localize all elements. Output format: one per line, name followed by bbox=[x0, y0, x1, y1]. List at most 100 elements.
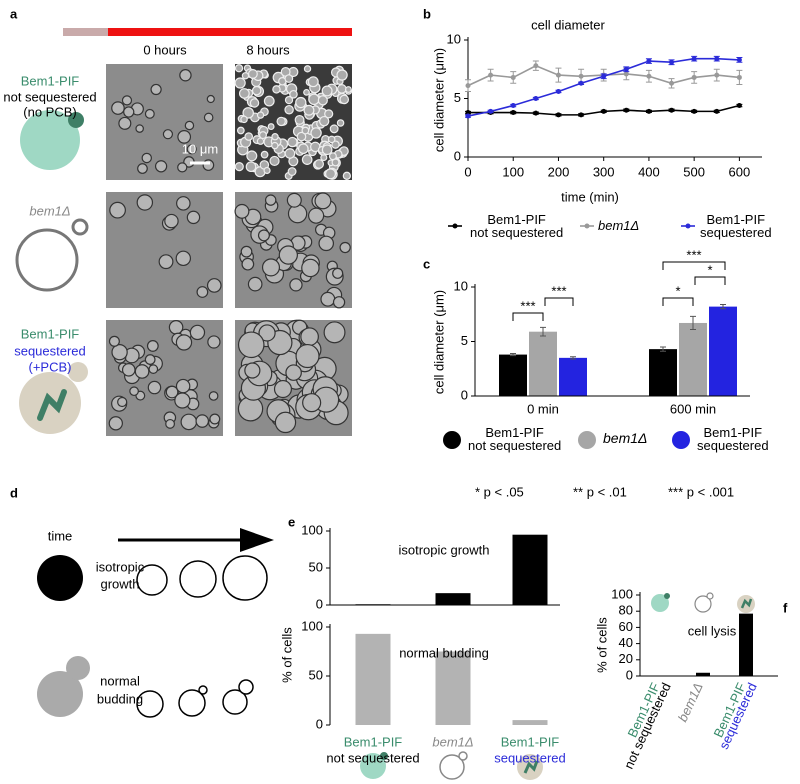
cell-icon bbox=[136, 690, 164, 718]
point bbox=[578, 73, 584, 79]
micrograph-cell bbox=[147, 380, 162, 395]
micrograph-cell bbox=[276, 116, 286, 127]
micrograph-cell bbox=[321, 85, 333, 97]
bar bbox=[512, 534, 548, 605]
micrograph-cell bbox=[256, 111, 265, 119]
legend-label: Bem1-PIF not sequestered bbox=[470, 212, 564, 240]
point bbox=[623, 66, 629, 72]
cell-icon bbox=[68, 362, 88, 382]
point bbox=[465, 113, 471, 119]
point bbox=[465, 83, 471, 89]
bar bbox=[529, 331, 557, 396]
micrograph-cell bbox=[324, 109, 334, 119]
y-tick-label: 100 bbox=[301, 522, 323, 537]
micrograph-cell bbox=[289, 278, 303, 292]
micrograph-cell bbox=[175, 378, 191, 394]
point bbox=[510, 103, 516, 109]
cell-icon bbox=[198, 685, 208, 695]
micrograph-cell bbox=[129, 386, 139, 397]
bar bbox=[679, 322, 707, 396]
time-arrow-head bbox=[240, 528, 274, 552]
y-axis-label: cell diameter (μm) bbox=[431, 48, 446, 152]
micrograph-cell bbox=[136, 194, 154, 211]
point bbox=[533, 63, 539, 69]
cell-icon bbox=[651, 594, 669, 612]
micrograph-cell bbox=[342, 171, 352, 180]
timepoint-label: 8 hours bbox=[246, 42, 290, 57]
point bbox=[510, 110, 516, 116]
micrograph-cell bbox=[303, 88, 310, 96]
micrograph-cell bbox=[295, 343, 320, 369]
significance-bracket bbox=[662, 261, 726, 270]
micrograph-cell bbox=[271, 141, 279, 150]
footnote: *** p < .001 bbox=[668, 484, 734, 499]
row-label: (no PCB) bbox=[23, 104, 76, 119]
micrograph-cell bbox=[274, 411, 297, 434]
y-tick-label: 100 bbox=[301, 618, 323, 633]
x-tick-label: not sequestered bbox=[326, 750, 419, 765]
significance-bracket bbox=[694, 276, 726, 285]
micrograph-cell bbox=[284, 74, 294, 83]
micrograph-cell bbox=[189, 324, 206, 341]
panel-label: c bbox=[423, 256, 430, 271]
legend-marker bbox=[584, 223, 590, 229]
point bbox=[646, 58, 652, 64]
cell-icon bbox=[136, 564, 168, 596]
micrograph-cell bbox=[260, 150, 269, 159]
legend-marker bbox=[443, 431, 461, 449]
point bbox=[691, 56, 697, 62]
micrograph-cell bbox=[177, 130, 192, 144]
micrograph-cell bbox=[324, 168, 337, 180]
micrograph-cell bbox=[332, 296, 346, 309]
micrograph-cell bbox=[295, 96, 307, 109]
micrograph-cell bbox=[209, 413, 221, 425]
micrograph-cell bbox=[317, 95, 328, 106]
micrograph-cell bbox=[244, 362, 261, 379]
micrograph-cell bbox=[234, 64, 244, 73]
micrograph-cell bbox=[135, 124, 144, 133]
micrograph-cell bbox=[273, 379, 293, 399]
point bbox=[555, 72, 561, 78]
legend-marker bbox=[685, 223, 691, 229]
cell-icon bbox=[740, 598, 753, 609]
point bbox=[555, 88, 561, 94]
point bbox=[669, 80, 675, 86]
micrograph-cell bbox=[318, 235, 334, 252]
point bbox=[691, 108, 697, 114]
diagram-label: time bbox=[48, 528, 73, 543]
micrograph-cell bbox=[165, 385, 179, 399]
cell-icon bbox=[238, 679, 254, 695]
diagram-label: budding bbox=[97, 691, 143, 706]
point bbox=[623, 107, 629, 113]
micrograph-cell bbox=[261, 258, 281, 277]
point bbox=[578, 112, 584, 118]
micrograph-cell bbox=[162, 129, 174, 140]
micrograph-cell bbox=[158, 254, 174, 270]
micrograph-cell bbox=[284, 95, 294, 105]
micrograph-cell bbox=[301, 258, 320, 278]
cell-icon bbox=[71, 218, 89, 236]
micrograph-cell bbox=[308, 93, 320, 106]
micrograph-cell bbox=[287, 167, 297, 176]
micrograph-cell bbox=[242, 107, 254, 119]
micrograph-cell bbox=[196, 286, 209, 298]
micrograph-cell bbox=[144, 354, 156, 365]
y-tick-label: 80 bbox=[619, 603, 633, 618]
point bbox=[736, 74, 742, 80]
x-tick-label: Bem1-PIF bbox=[344, 734, 403, 749]
cell-icon bbox=[37, 389, 67, 421]
footnote: ** p < .01 bbox=[573, 484, 627, 499]
error-bar bbox=[720, 303, 726, 310]
y-tick-label: 0 bbox=[316, 596, 323, 611]
panel-label: b bbox=[423, 6, 431, 21]
micrograph-cell bbox=[238, 88, 250, 99]
micrograph-cell bbox=[234, 203, 250, 219]
scale-bar-label: 10 μm bbox=[182, 141, 218, 156]
point bbox=[646, 108, 652, 114]
micrograph-cell bbox=[327, 135, 336, 144]
x-axis-label: time (min) bbox=[561, 189, 619, 204]
micrograph-cell bbox=[109, 201, 126, 219]
micrograph-cell bbox=[247, 69, 258, 79]
